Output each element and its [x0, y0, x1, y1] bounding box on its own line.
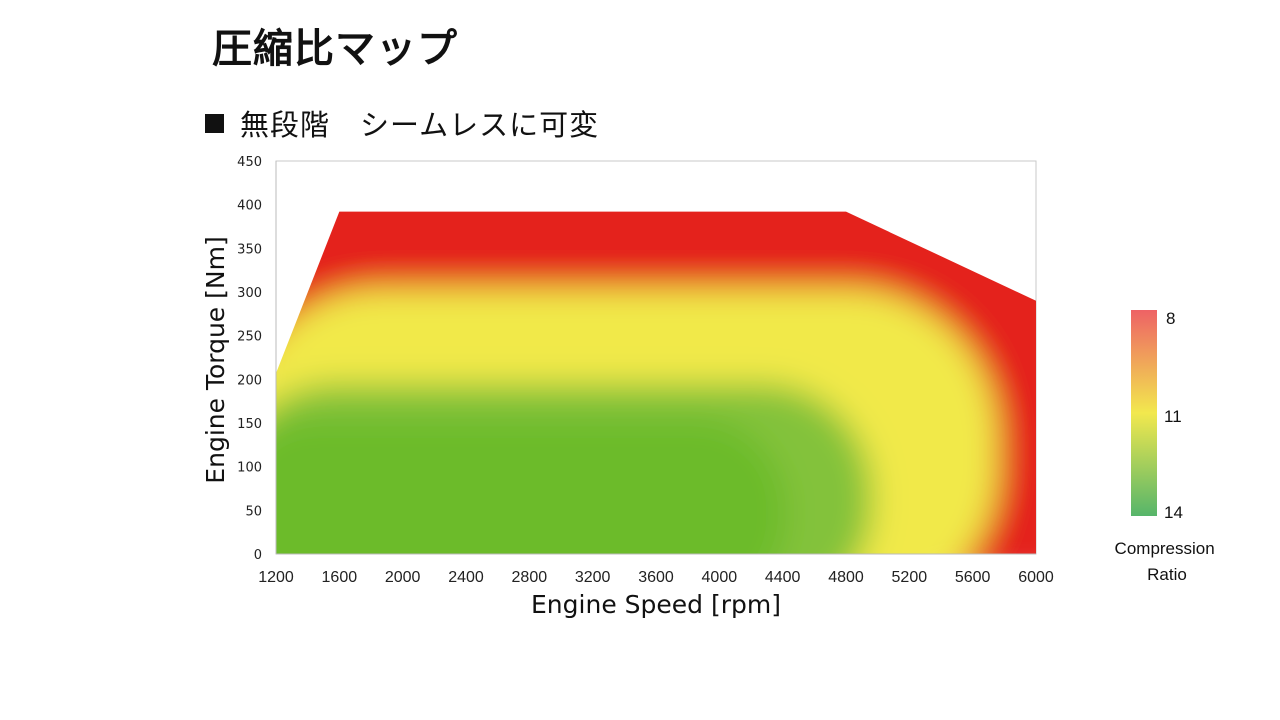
y-tick-label-200: 200: [237, 373, 262, 388]
y-tick-label-0: 0: [254, 548, 262, 563]
y-tick-label-100: 100: [237, 461, 262, 476]
y-tick-label-450: 450: [237, 155, 262, 170]
x-tick-label-4400: 4400: [765, 569, 801, 586]
x-tick-labels: 1200 1600 2000 2400 2800 3200 3600 4000 4400 4800…: [258, 569, 1054, 586]
x-tick-label-1600: 1600: [322, 569, 358, 586]
y-tick-label-300: 300: [237, 286, 262, 301]
x-tick-label-1200: 1200: [258, 569, 294, 586]
colorbar: [1131, 310, 1157, 516]
y-tick-label-400: 400: [237, 199, 262, 214]
colorbar-label-11: 11: [1164, 407, 1182, 426]
colorbar-label-8: 8: [1166, 309, 1175, 328]
y-tick-label-350: 350: [237, 242, 262, 257]
colorbar-label-14: 14: [1164, 503, 1183, 522]
y-tick-labels: 0 50 100 150 200 250 300 350 400 450: [237, 155, 262, 563]
x-tick-label-4800: 4800: [828, 569, 864, 586]
x-tick-label-5600: 5600: [955, 569, 991, 586]
y-axis-title: Engine Torque [Nm]: [201, 236, 230, 483]
bullet-text: 無段階 シームレスに可変: [240, 108, 600, 142]
bullet-line: 無段階 シームレスに可変: [205, 101, 599, 145]
x-tick-label-3200: 3200: [575, 569, 611, 586]
x-tick-label-2400: 2400: [448, 569, 484, 586]
x-tick-label-2000: 2000: [385, 569, 421, 586]
x-tick-label-5200: 5200: [892, 569, 928, 586]
heatmap-area: [276, 211, 1036, 555]
y-tick-label-250: 250: [237, 330, 262, 345]
y-tick-label-150: 150: [237, 417, 262, 432]
x-axis-title: Engine Speed [rpm]: [531, 590, 781, 619]
x-tick-label-6000: 6000: [1018, 569, 1054, 586]
x-tick-label-2800: 2800: [512, 569, 548, 586]
x-tick-label-4000: 4000: [702, 569, 738, 586]
bullet-square-icon: [205, 113, 224, 133]
slide-title: 圧縮比マップ: [212, 26, 458, 72]
colorbar-title: Compression Ratio: [1115, 539, 1220, 584]
y-tick-label-50: 50: [245, 504, 262, 519]
x-tick-label-3600: 3600: [638, 569, 674, 586]
